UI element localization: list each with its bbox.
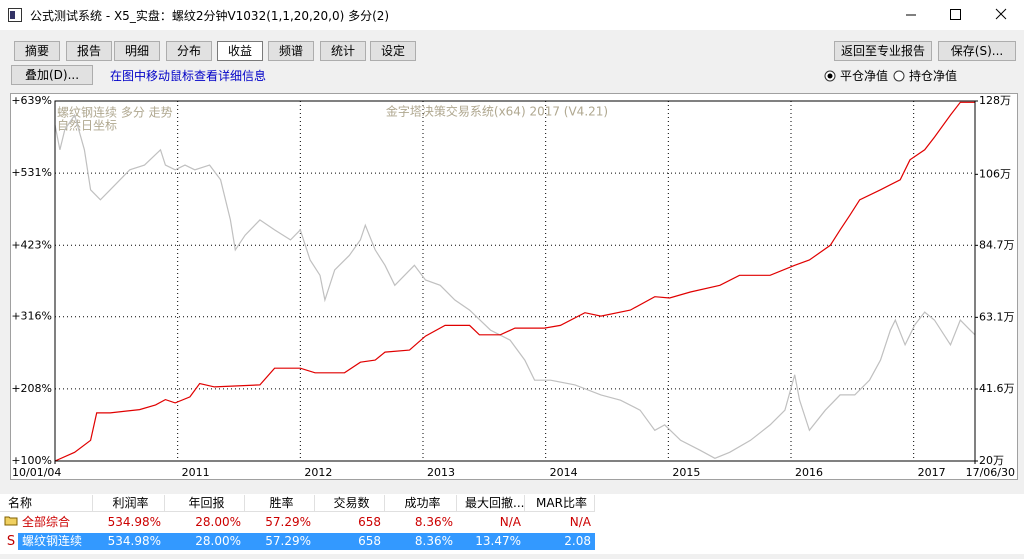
column-header[interactable]: MAR比率: [525, 495, 595, 512]
x-tick-label: 2016: [795, 466, 823, 479]
column-header[interactable]: 年回报: [165, 495, 245, 512]
radio-option[interactable]: 持仓净值: [893, 67, 957, 84]
tab[interactable]: 摘要: [14, 41, 60, 61]
table-cell[interactable]: 534.98%: [93, 533, 165, 550]
tab[interactable]: 收益: [217, 41, 263, 61]
hint-text: 在图中移动鼠标查看详细信息: [110, 69, 267, 83]
tab[interactable]: 设定: [370, 41, 416, 61]
chart-annotation: 金字塔决策交易系统(x64) 2017 (V4.21): [386, 104, 608, 119]
tab[interactable]: 统计: [320, 41, 366, 61]
y-tick-label: +423%: [11, 238, 52, 251]
x-tick-label: 2014: [550, 466, 578, 479]
row-icon: [3, 514, 19, 531]
x-tick-label: 2011: [182, 466, 210, 479]
tab[interactable]: 报告: [66, 41, 112, 61]
x-tick-label: 2017: [918, 466, 946, 479]
radio-circle[interactable]: [824, 70, 836, 82]
x-tick-label: 17/06/30: [966, 466, 1015, 479]
row-icon: S: [6, 534, 16, 549]
save-button[interactable]: 保存(S)...: [938, 41, 1016, 61]
chart-frame: [10, 93, 1018, 480]
column-header[interactable]: 成功率: [385, 495, 457, 512]
table-cell[interactable]: 螺纹钢连续: [18, 533, 93, 550]
y2-tick-label: 106万: [979, 167, 1011, 180]
y-tick-label: +531%: [11, 166, 52, 179]
table-cell[interactable]: 全部综合: [22, 515, 71, 529]
column-header[interactable]: 名称: [0, 495, 93, 512]
y-tick-label: +208%: [11, 382, 52, 395]
title-bar: 公式测试系统 - X5_实盘：螺纹2分钟V1032(1,1,20,20,0) 多…: [0, 0, 1024, 30]
tab[interactable]: 明细: [114, 41, 160, 61]
column-header[interactable]: 胜率: [245, 495, 315, 512]
x-tick-label: 10/01/04: [12, 466, 61, 479]
table-cell[interactable]: N/A: [499, 515, 521, 529]
radio-option[interactable]: 平仓净值: [824, 67, 888, 84]
radio-label: 持仓净值: [909, 69, 958, 83]
window-title: 公式测试系统 - X5_实盘：螺纹2分钟V1032(1,1,20,20,0) 多…: [30, 9, 390, 23]
table-cell[interactable]: 13.47%: [457, 533, 525, 550]
column-header[interactable]: 利润率: [93, 495, 165, 512]
chart: +639% +531% +423% +316% +208% +100% 128万 106万 84…: [10, 93, 1018, 480]
y2-tick-label: 84.7万: [979, 238, 1015, 251]
y-tick-label: +100%: [11, 454, 52, 467]
y2-tick-label: 41.6万: [979, 382, 1015, 395]
table-cell[interactable]: 658: [358, 515, 381, 529]
window-controls[interactable]: [880, 0, 1024, 30]
table-cell[interactable]: 8.36%: [385, 533, 457, 550]
chart-annotation: 螺纹钢连续 多分 走势: [57, 105, 173, 120]
plot-border: [54, 100, 976, 462]
overlay-button[interactable]: 叠加(D)...: [11, 65, 93, 85]
table-cell[interactable]: 57.29%: [245, 533, 315, 550]
result-table: 名称 利润率 年回报 胜率 交易数 成功率 最大回撤... MAR比率 全部综合 534.98% 2…: [0, 494, 1024, 554]
y-tick-label: +639%: [11, 94, 52, 107]
table-cell[interactable]: 534.98%: [107, 515, 161, 529]
folder-icon: [4, 516, 18, 526]
table-cell[interactable]: 28.00%: [165, 533, 245, 550]
table-cell[interactable]: 28.00%: [195, 515, 241, 529]
column-header[interactable]: 最大回撤...: [457, 495, 525, 512]
x-tick-label: 2015: [672, 466, 700, 479]
series-line: [54, 101, 975, 462]
table-cell[interactable]: 8.36%: [414, 515, 453, 529]
table-cell[interactable]: 57.29%: [265, 515, 311, 529]
app-icon: [8, 8, 22, 22]
column-header[interactable]: 交易数: [315, 495, 385, 512]
back-button[interactable]: 返回至专业报告: [834, 41, 932, 61]
table-cell[interactable]: 658: [315, 533, 385, 550]
tab[interactable]: 频谱: [268, 41, 314, 61]
chart-annotation: 自然日坐标: [57, 118, 117, 133]
table-cell[interactable]: N/A: [569, 515, 591, 529]
y-tick-label: +316%: [11, 310, 52, 323]
series-line: [54, 113, 976, 459]
y2-tick-label: 20万: [979, 454, 1004, 467]
radio-circle[interactable]: [893, 70, 905, 82]
table-cell[interactable]: 2.08: [525, 533, 595, 550]
tab[interactable]: 分布: [166, 41, 212, 61]
radio-label: 平仓净值: [840, 69, 889, 83]
y2-tick-label: 128万: [979, 94, 1011, 107]
x-tick-label: 2013: [427, 466, 455, 479]
x-tick-label: 2012: [304, 466, 332, 479]
y2-tick-label: 63.1万: [979, 310, 1015, 323]
